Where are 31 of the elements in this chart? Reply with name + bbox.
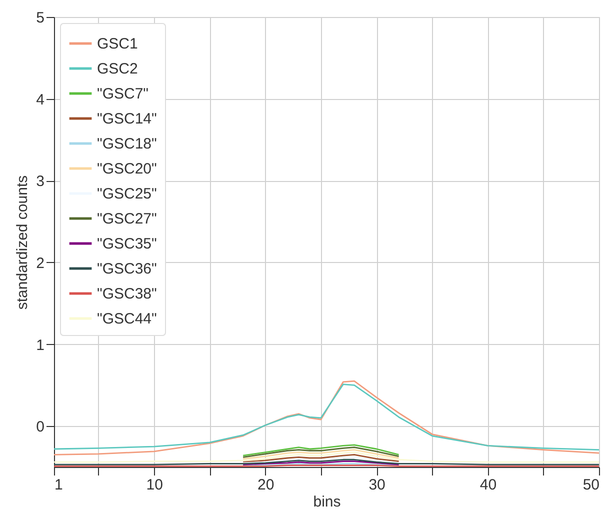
line-series: [242, 454, 400, 463]
x-tick-label: 20: [257, 476, 274, 494]
legend-label: "GSC27": [97, 210, 157, 228]
legend-label: GSC2: [97, 60, 138, 78]
y-tick-label: 2: [36, 254, 44, 272]
x-tick-label: 1: [54, 476, 63, 494]
y-tick-label: 3: [36, 173, 44, 190]
legend-label: "GSC35": [97, 236, 157, 252]
x-tick-label: 40: [480, 476, 497, 494]
legend-label: "GSC14": [97, 110, 157, 128]
legend-label: "GSC25": [97, 186, 157, 202]
legend-label: "GSC20": [97, 160, 157, 178]
line-series: [242, 446, 400, 458]
line-series: [53, 452, 600, 463]
legend-label: "GSC18": [97, 136, 157, 152]
legend-label: "GSC44": [97, 310, 157, 328]
legend-label: "GSC7": [97, 86, 148, 102]
legend-label: "GSC36": [97, 260, 157, 278]
y-tick-label: 0: [36, 418, 44, 436]
x-tick-label: 30: [368, 476, 386, 494]
line-series: [242, 444, 400, 456]
y-tick-label: 1: [36, 336, 44, 354]
x-axis-title: bins: [313, 494, 341, 510]
line-series: [242, 449, 400, 460]
y-axis-title: standardized counts: [14, 175, 32, 310]
y-tick-label: 4: [36, 91, 44, 108]
x-tick-label: 10: [146, 476, 163, 494]
y-tick-label: 5: [36, 10, 44, 26]
x-tick-label: 50: [582, 476, 600, 494]
legend-label: GSC1: [97, 36, 138, 52]
legend-label: "GSC38": [97, 286, 157, 302]
